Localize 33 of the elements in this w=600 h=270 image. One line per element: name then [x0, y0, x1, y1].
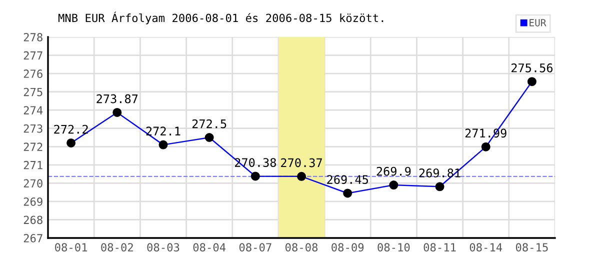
- x-tick-label: 08-08: [286, 243, 318, 252]
- y-tick-label: 275: [24, 88, 42, 96]
- x-tick-label: 08-02: [101, 243, 133, 252]
- y-tick-label: 276: [24, 70, 42, 78]
- x-tick-label: 08-09: [332, 243, 364, 252]
- y-tick-label: 269: [24, 197, 42, 206]
- x-tick-label: 08-07: [239, 243, 272, 252]
- x-tick-label: 08-01: [55, 243, 88, 252]
- y-tick-label: 267: [24, 234, 42, 242]
- data-label: 273.87: [96, 94, 138, 104]
- y-tick-label: 273: [24, 124, 42, 133]
- data-label: 275.56: [512, 63, 553, 72]
- y-tick-label: 278: [24, 33, 42, 42]
- chart-title: MNB EUR Árfolyam 2006-08-01 és 2006-08-15 között.: [58, 12, 384, 24]
- data-label: 272.5: [192, 119, 226, 128]
- data-label: 269.9: [376, 166, 411, 176]
- x-tick-label: 08-04: [193, 243, 226, 252]
- x-tick-label: 08-03: [147, 243, 180, 252]
- legend-label: EUR: [530, 19, 546, 26]
- data-label: 269.45: [327, 175, 368, 184]
- x-tick-label: 08-10: [378, 243, 410, 252]
- data-label: 270.37: [281, 158, 322, 168]
- data-label: 272.1: [146, 126, 180, 136]
- y-tick-label: 277: [24, 51, 42, 60]
- y-tick-label: 268: [24, 216, 42, 224]
- x-tick-label: 08-11: [424, 243, 456, 252]
- x-tick-label: 08-15: [516, 243, 548, 252]
- y-tick-label: 274: [24, 106, 43, 114]
- y-tick-label: 272: [24, 142, 42, 151]
- x-tick-label: 08-14: [470, 243, 502, 252]
- y-tick-label: 270: [24, 179, 42, 188]
- y-tick-label: 271: [24, 160, 42, 170]
- data-label: 272.2: [54, 124, 88, 134]
